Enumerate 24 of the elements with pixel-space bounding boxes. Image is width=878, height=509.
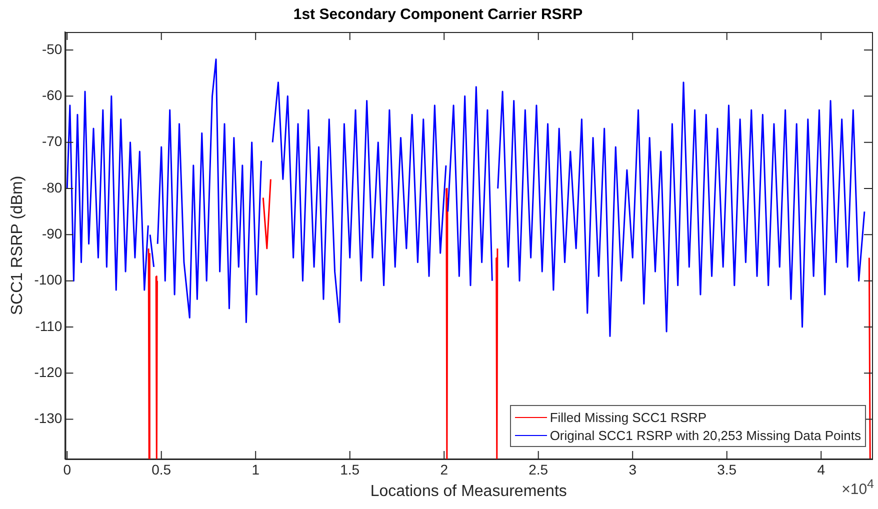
x-tick-label: 0.5 <box>152 461 172 478</box>
y-tick-label: -130 <box>34 410 62 426</box>
legend-label: Filled Missing SCC1 RSRP <box>550 410 707 424</box>
x-tick-label: 4 <box>817 461 826 478</box>
y-tick-label: -100 <box>34 272 62 288</box>
y-tick-label: -50 <box>42 40 62 57</box>
x-tick-label: 3.5 <box>717 461 737 478</box>
x-tick-label: 1.5 <box>340 461 360 478</box>
x-tick-label: 2 <box>440 461 448 478</box>
x-tick-label: 3 <box>628 461 637 478</box>
y-axis-title: SCC1 RSRP (dBm) <box>9 176 26 316</box>
x-tick-label: 2.5 <box>528 461 548 478</box>
x-tick-label: 0 <box>63 461 72 478</box>
y-tick-label: -120 <box>34 364 62 380</box>
chart-title: 1st Secondary Component Carrier RSRP <box>293 6 583 24</box>
y-tick-label: -70 <box>42 133 62 150</box>
legend-label: Original SCC1 RSRP with 20,253 Missing Data Points <box>550 428 861 442</box>
y-tick-label: -90 <box>42 226 62 242</box>
text: ×10$^{4}$ <box>842 477 874 498</box>
y-tick-label: -80 <box>42 179 62 196</box>
x-axis-title: Locations of Measurements <box>370 482 567 500</box>
y-tick-label: -110 <box>35 318 62 334</box>
x-tick-label: 1 <box>252 461 260 478</box>
y-tick-label: -60 <box>42 87 62 104</box>
